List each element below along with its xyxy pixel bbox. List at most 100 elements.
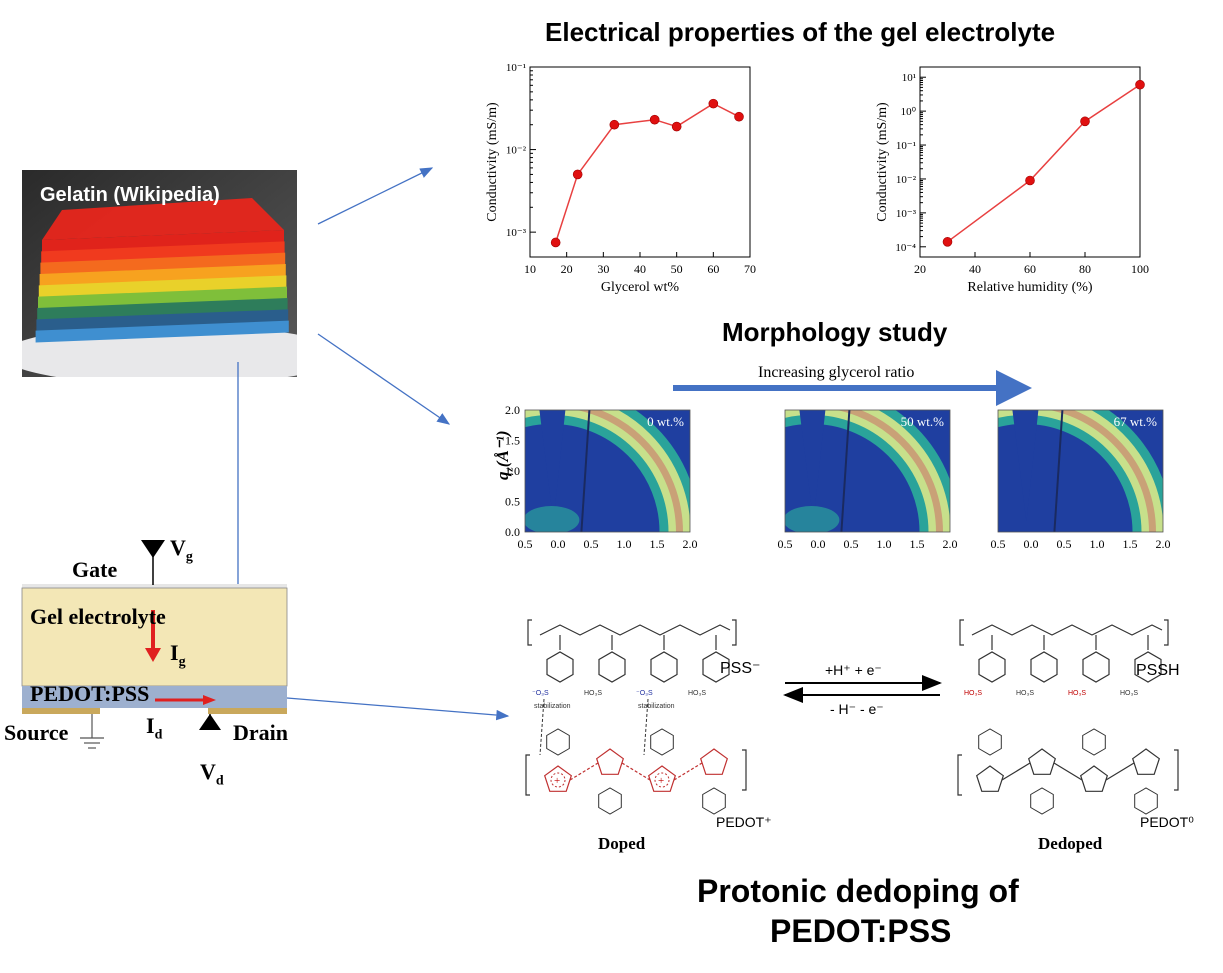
arrow-to-chemistry bbox=[286, 697, 510, 721]
giwaxs-x-tick: 1.5 bbox=[650, 537, 665, 551]
benzene-ring-icon bbox=[598, 651, 626, 683]
x-tick-label: 40 bbox=[634, 262, 646, 276]
giwaxs-x-tick: 2.0 bbox=[1156, 537, 1171, 551]
gel-layer bbox=[38, 275, 287, 298]
doped-structure: ⁻O₃S stabilization HO₃S ⁻O₃S stabilization HO… bbox=[525, 619, 747, 815]
dedoped-label: Dedoped bbox=[1038, 834, 1103, 853]
dioxane-ring-icon bbox=[1030, 787, 1054, 815]
gel-layer bbox=[37, 298, 288, 320]
x-tick-label: 70 bbox=[744, 262, 756, 276]
x-tick-label: 60 bbox=[707, 262, 719, 276]
pss-backbone bbox=[539, 624, 731, 636]
y-tick-label: 10⁻⁴ bbox=[895, 242, 916, 254]
sulfonate-label: HO₃S bbox=[964, 690, 982, 697]
dioxane-ring-icon bbox=[702, 787, 726, 815]
thiophene-ring-icon bbox=[975, 765, 1005, 792]
giwaxs-x-tick: 0.0 bbox=[811, 537, 826, 551]
sulfonate-label: ⁻O₃S bbox=[636, 690, 653, 697]
source-label: Source bbox=[4, 720, 69, 745]
thiophene-ring-icon bbox=[699, 748, 729, 775]
drain-label: Drain bbox=[233, 720, 288, 745]
pedot-plus-label: PEDOT⁺ bbox=[716, 814, 772, 830]
giwaxs-panel: 67 wt.% 0.5 0.0 0.5 1.0 1.5 2.0 bbox=[991, 409, 1171, 551]
dioxane-ring-icon bbox=[650, 728, 674, 756]
y-axis-label: Conductivity (mS/m) bbox=[485, 102, 500, 222]
benzene-ring-icon bbox=[650, 651, 678, 683]
dioxane-ring-icon bbox=[1082, 728, 1106, 756]
increasing-glycerol-label: Increasing glycerol ratio bbox=[758, 364, 915, 381]
reverse-label: - H⁻ - e⁻ bbox=[830, 701, 884, 717]
x-tick-label: 60 bbox=[1024, 262, 1036, 276]
data-point bbox=[550, 237, 561, 248]
id-arrow-icon bbox=[203, 695, 216, 705]
benzene-ring-icon bbox=[702, 651, 730, 683]
x-tick-label: 80 bbox=[1079, 262, 1091, 276]
forward-label: +H⁺ + e⁻ bbox=[825, 662, 882, 678]
data-point bbox=[649, 114, 660, 125]
data-point bbox=[942, 237, 953, 247]
y-tick-label: 10⁻² bbox=[506, 145, 527, 157]
x-tick-label: 10 bbox=[524, 262, 536, 276]
drain-contact bbox=[208, 708, 287, 714]
gate-label: Gate bbox=[72, 557, 118, 582]
thiophene-ring-icon bbox=[1131, 748, 1161, 775]
pedot-zero-label: PEDOT⁰ bbox=[1140, 814, 1194, 830]
gelatin-caption: Gelatin (Wikipedia) bbox=[40, 184, 220, 206]
y-tick-label: 10¹ bbox=[902, 72, 916, 84]
gate-electrode bbox=[22, 584, 287, 588]
dedoped-structure: HO₃S HO₃S HO₃S HO₃S bbox=[957, 619, 1179, 815]
benzene-ring-icon bbox=[1134, 651, 1162, 683]
y-tick-label: 10⁻³ bbox=[506, 227, 527, 239]
dedoping-heading-line2: PEDOT:PSS bbox=[770, 913, 952, 949]
device-schematic: Gate Vg Gel electrolyte Ig PEDOT:PSS Id … bbox=[0, 530, 310, 800]
chart-humidity-conductivity: 20 40 60 80 100 10⁻⁴ 10⁻³ 10⁻² 10⁻¹ 10⁰ 10¹ Relativ… bbox=[875, 66, 1149, 295]
vd-label: Vd bbox=[200, 759, 224, 789]
id-label: Id bbox=[146, 713, 163, 743]
chart-glycerol-conductivity: 10 20 30 40 50 60 70 10⁻³ 10⁻² 10⁻¹ Glycerol wt% Co… bbox=[485, 62, 756, 295]
dioxane-ring-icon bbox=[978, 728, 1002, 756]
panel-label: 67 wt.% bbox=[1114, 414, 1158, 429]
arrow-to-electrical bbox=[317, 167, 434, 225]
y-tick-label: 10⁻¹ bbox=[896, 140, 916, 152]
dioxane-ring-icon bbox=[546, 728, 570, 756]
data-point bbox=[1135, 79, 1145, 90]
benzene-ring-icon bbox=[1030, 651, 1058, 683]
giwaxs-x-tick: 0.5 bbox=[844, 537, 859, 551]
stabilization-label: stabilization bbox=[534, 703, 571, 710]
stabilization-bond bbox=[643, 698, 649, 756]
gel-top-face bbox=[42, 198, 284, 240]
thiophene-ring-icon bbox=[543, 765, 573, 792]
gel-layer bbox=[38, 286, 287, 309]
gel-layer bbox=[35, 320, 289, 343]
doped-label: Doped bbox=[598, 834, 646, 853]
giwaxs-x-tick: 1.0 bbox=[1090, 537, 1105, 551]
data-point bbox=[1025, 175, 1035, 186]
thiophene-ring-icon bbox=[647, 765, 677, 792]
thiophene-ring-icon bbox=[595, 748, 625, 775]
giwaxs-y-tick: 1.5 bbox=[505, 434, 520, 448]
y-tick-label: 10⁻² bbox=[896, 174, 917, 186]
gelatin-photo: Gelatin (Wikipedia) bbox=[22, 170, 297, 377]
sulfonate-label: HO₃S bbox=[584, 690, 602, 697]
data-point bbox=[609, 119, 620, 130]
gel-layer bbox=[42, 230, 284, 252]
x-axis-label: Glycerol wt% bbox=[601, 280, 679, 295]
stabilization-label: stabilization bbox=[638, 703, 675, 710]
sulfonate-label: HO₃S bbox=[1068, 690, 1086, 697]
sulfonate-label: HO₃S bbox=[688, 690, 706, 697]
giwaxs-x-tick: 0.5 bbox=[584, 537, 599, 551]
giwaxs-panel: 50 wt.% 0.5 0.0 0.5 1.0 1.5 2.0 bbox=[778, 409, 958, 551]
morphology-heading: Morphology study bbox=[722, 317, 948, 347]
dioxane-ring-icon bbox=[1134, 787, 1158, 815]
benzene-ring-icon bbox=[978, 651, 1006, 683]
plot-frame bbox=[529, 66, 751, 258]
ig-arrow-icon bbox=[145, 648, 161, 662]
giwaxs-x-tick: 1.5 bbox=[910, 537, 925, 551]
giwaxs-x-tick: 0.5 bbox=[778, 537, 793, 551]
gel-layer bbox=[36, 309, 289, 332]
chemistry-scheme: ⁻O₃S stabilization HO₃S ⁻O₃S stabilization HO… bbox=[525, 619, 1194, 853]
ig-label: Ig bbox=[170, 640, 186, 670]
giwaxs-x-tick: 0.0 bbox=[1024, 537, 1039, 551]
x-tick-label: 20 bbox=[561, 262, 573, 276]
pedot-pss-layer bbox=[22, 686, 287, 708]
